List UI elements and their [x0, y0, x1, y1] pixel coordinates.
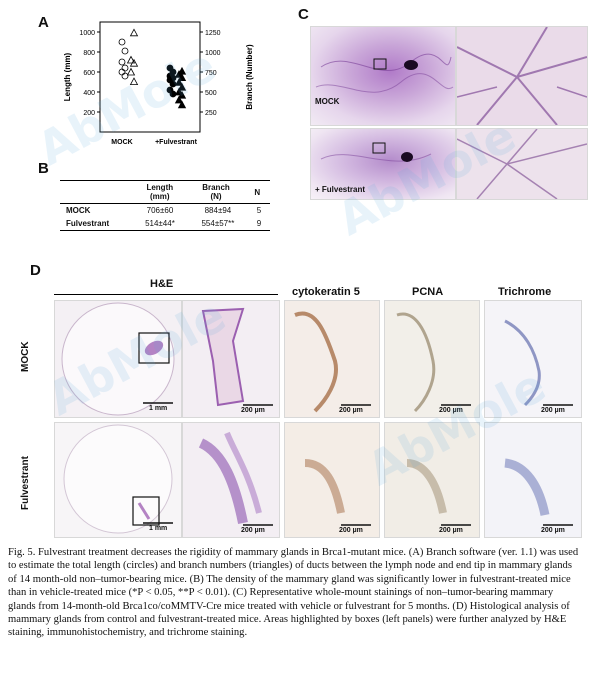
histology-fulv-trichrome: 200 µm: [484, 422, 582, 538]
histology-mock-trichrome: 200 µm: [484, 300, 582, 418]
col-head-ck5: cytokeratin 5: [292, 286, 360, 298]
row-length: 706±60: [146, 206, 174, 215]
histology-mock-he-high: 200 µm: [182, 300, 280, 418]
left-tick-label: 800: [83, 50, 95, 57]
header-length-line1: Length: [146, 183, 174, 192]
he-underline: [54, 294, 278, 295]
row-length: 514±44*: [145, 219, 175, 228]
scale-200-label: 200 µm: [439, 407, 463, 414]
scale-200-label: 200 µm: [541, 527, 565, 534]
scale-200-label: 200 µm: [339, 407, 363, 414]
histology-mock-pcna: 200 µm: [384, 300, 480, 418]
triangle-point: [126, 55, 136, 64]
left-tick-label: 200: [83, 110, 95, 117]
y-left-label: Length (mm): [63, 52, 72, 101]
panel-label-d: D: [30, 262, 41, 279]
triangle-point: [129, 28, 139, 37]
triangle-point: [177, 100, 187, 109]
table-row: MOCK 706±60 884±94 5: [60, 204, 270, 217]
right-tick-label: 250: [205, 110, 217, 117]
right-tick-label: 1000: [205, 50, 221, 57]
row-branch: 884±94: [204, 206, 232, 215]
panel-label-b: B: [38, 160, 49, 177]
scale-200-label: 200 µm: [241, 527, 265, 534]
row-head-mock: MOCK: [20, 341, 31, 372]
scale-1mm-label: 1 mm: [149, 405, 168, 412]
circle-point: [118, 58, 126, 66]
header-length-line2: (mm): [150, 192, 170, 201]
panel-label-c: C: [298, 6, 309, 23]
whole-mount-mock: MOCK: [310, 26, 456, 126]
col-head-he: H&E: [150, 278, 174, 290]
circle-point: [118, 68, 126, 76]
panel-b-table: Length (mm) Branch (N) N MOCK 706±60 884±9…: [60, 180, 270, 231]
header-branch-line1: Branch: [202, 183, 230, 192]
left-tick-label: 400: [83, 90, 95, 97]
x-group-label: +Fulvestrant: [155, 139, 197, 146]
row-group: MOCK: [66, 206, 91, 215]
row-n: 9: [256, 219, 262, 228]
circle-point: [121, 64, 129, 72]
figure-caption: Fig. 5. Fulvestrant treatment decreases …: [8, 547, 579, 639]
circle-point: [118, 38, 126, 46]
label-fulvestrant: + Fulvestrant: [315, 185, 366, 194]
histology-fulv-ck5: 200 µm: [284, 422, 380, 538]
circle-point: [169, 90, 177, 98]
triangle-point: [177, 90, 187, 99]
histology-fulv-he-low: 1 mm: [54, 422, 182, 538]
histology-fulv-pcna: 200 µm: [384, 422, 480, 538]
scale-200-label: 200 µm: [339, 527, 363, 534]
scale-200-label: 200 µm: [541, 407, 565, 414]
circle-point: [121, 47, 129, 55]
right-tick-label: 750: [205, 70, 217, 77]
triangle-point: [177, 82, 187, 91]
row-branch: 554±57**: [201, 219, 235, 228]
table-row: Fulvestrant 514±44* 554±57** 9: [60, 217, 270, 230]
histology-mock-he-low: 1 mm: [54, 300, 182, 418]
circle-point: [169, 80, 177, 88]
triangle-point: [129, 58, 139, 67]
row-group: Fulvestrant: [66, 219, 110, 228]
scale-1mm-label: 1 mm: [149, 525, 168, 532]
header-n: N: [254, 187, 261, 197]
triangle-point: [177, 73, 187, 81]
left-tick-label: 600: [83, 70, 95, 77]
histology-fulv-he-high: 200 µm: [182, 422, 280, 538]
col-head-pcna: PCNA: [412, 286, 444, 298]
whole-mount-fulvestrant-zoom: [456, 128, 588, 200]
whole-mount-mock-zoom: [456, 26, 588, 126]
triangle-point: [126, 67, 136, 76]
histology-mock-ck5: 200 µm: [284, 300, 380, 418]
panel-label-a: A: [38, 14, 49, 31]
col-head-trichrome: Trichrome: [498, 286, 552, 298]
row-n: 5: [256, 206, 262, 215]
scale-200-label: 200 µm: [241, 407, 265, 414]
row-head-fulvestrant: Fulvestrant: [20, 456, 31, 510]
circle-point: [121, 72, 129, 80]
plot-frame: [99, 21, 201, 133]
triangle-point: [129, 77, 139, 85]
y-right-label: Branch (Number): [245, 44, 254, 110]
x-group-label: MOCK: [111, 139, 132, 146]
right-tick-label: 1250: [205, 30, 221, 37]
left-tick-label: 1000: [79, 30, 95, 37]
header-branch-line2: (N): [210, 192, 222, 201]
triangle-point: [174, 95, 184, 104]
scale-200-label: 200 µm: [439, 527, 463, 534]
triangle-point: [174, 78, 184, 86]
label-mock: MOCK: [315, 97, 340, 106]
right-tick-label: 500: [205, 90, 217, 97]
panel-a-chart: 1000 800 600 400 200 1250 1000 750 500 250 Length …: [63, 21, 254, 146]
whole-mount-fulvestrant: + Fulvestrant: [310, 128, 456, 200]
